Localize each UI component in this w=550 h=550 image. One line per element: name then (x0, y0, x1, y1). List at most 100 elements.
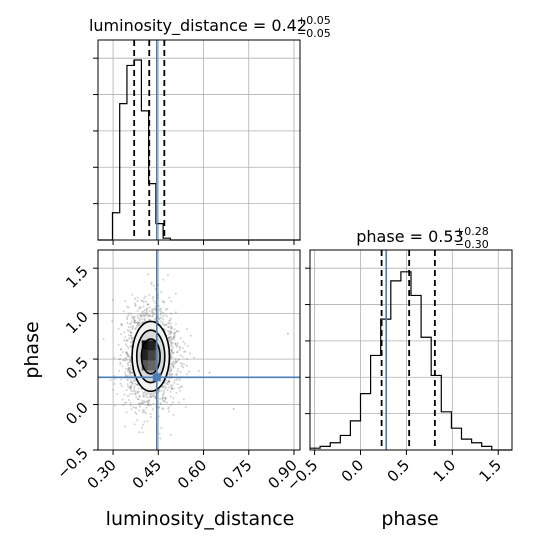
scatter-point (142, 314, 145, 317)
scatter-point (138, 404, 141, 407)
scatter-point (164, 387, 166, 390)
scatter-point (129, 387, 132, 390)
scatter-point (125, 352, 128, 355)
scatter-point (176, 350, 179, 353)
scatter-point (134, 327, 137, 330)
scatter-point (148, 314, 151, 317)
scatter-point (171, 342, 174, 345)
scatter-point (160, 308, 163, 310)
scatter-point (175, 378, 178, 381)
scatter-point (170, 326, 173, 329)
scatter-point (151, 312, 154, 315)
scatter-point (136, 321, 139, 324)
scatter-point (168, 331, 171, 334)
scatter-point (150, 392, 153, 395)
panel-frame (97, 249, 301, 451)
scatter-point (142, 301, 145, 304)
scatter-point (126, 353, 129, 356)
scatter-point (125, 351, 128, 354)
scatter-points (102, 273, 289, 440)
scatter-point (189, 334, 192, 337)
scatter-point (170, 351, 173, 354)
scatter-point (127, 367, 130, 369)
scatter-point (179, 371, 182, 373)
scatter-point (121, 398, 124, 401)
scatter-point (146, 420, 149, 423)
scatter-point (143, 401, 146, 404)
scatter-point (175, 330, 177, 333)
scatter-point (162, 318, 165, 320)
scatter-point (173, 336, 176, 339)
scatter-point (130, 389, 133, 392)
scatter-point (157, 390, 160, 393)
scatter-point (174, 359, 177, 362)
scatter-point (161, 396, 164, 398)
scatter-point (159, 402, 162, 404)
scatter-point (141, 315, 144, 318)
scatter-point (149, 412, 152, 415)
scatter-point (137, 390, 140, 393)
scatter-point (131, 371, 134, 374)
density-core-cell (147, 360, 156, 371)
scatter-point (102, 338, 105, 341)
x-tick-label: 0.75 (219, 456, 255, 492)
scatter-point (162, 408, 164, 410)
histogram-step (98, 59, 301, 241)
scatter-point (143, 410, 146, 413)
scatter-point (129, 322, 132, 325)
scatter-point (197, 369, 200, 372)
scatter-point (138, 395, 141, 397)
scatter-point (142, 394, 145, 397)
scatter-point (157, 405, 160, 408)
scatter-point (122, 310, 125, 313)
scatter-point (173, 381, 176, 384)
scatter-point (138, 319, 141, 322)
scatter-point (161, 397, 164, 400)
scatter-point (162, 299, 164, 302)
scatter-point (174, 362, 177, 364)
scatter-point (124, 367, 127, 370)
luminosity-distance-title-sup: +0.05 (297, 14, 331, 27)
scatter-point (147, 403, 150, 406)
scatter-point (131, 328, 134, 330)
scatter-point (135, 412, 138, 415)
scatter-point (172, 346, 174, 349)
scatter-point (151, 308, 153, 311)
scatter-point (137, 324, 140, 327)
scatter-point (127, 347, 130, 350)
scatter-point (172, 401, 174, 404)
scatter-point (131, 315, 134, 318)
scatter-point (158, 406, 161, 409)
scatter-point (181, 362, 183, 365)
scatter-point (129, 371, 132, 374)
scatter-point (122, 359, 124, 362)
scatter-point (129, 372, 132, 375)
scatter-point (131, 382, 134, 385)
scatter-point (134, 411, 137, 414)
scatter-point (176, 377, 179, 380)
scatter-point (170, 331, 173, 334)
scatter-point (172, 363, 175, 366)
scatter-point (145, 393, 148, 395)
scatter-point (164, 381, 166, 384)
scatter-point (132, 406, 135, 409)
scatter-point (176, 370, 179, 373)
x-tick-label: 1.0 (430, 456, 460, 486)
scatter-point (160, 290, 163, 293)
scatter-point (185, 364, 188, 367)
scatter-point (167, 330, 170, 333)
scatter-point (151, 408, 154, 411)
scatter-point (131, 326, 134, 329)
scatter-point (161, 407, 164, 410)
scatter-point (165, 386, 168, 389)
scatter-point (124, 357, 127, 360)
scatter-point (140, 299, 143, 302)
scatter-point (151, 395, 154, 398)
scatter-point (130, 325, 133, 328)
scatter-point (170, 312, 172, 315)
scatter-point (148, 404, 151, 407)
scatter-point (170, 344, 173, 347)
scatter-point (138, 431, 141, 434)
scatter-point (151, 314, 154, 317)
scatter-point (152, 394, 155, 397)
